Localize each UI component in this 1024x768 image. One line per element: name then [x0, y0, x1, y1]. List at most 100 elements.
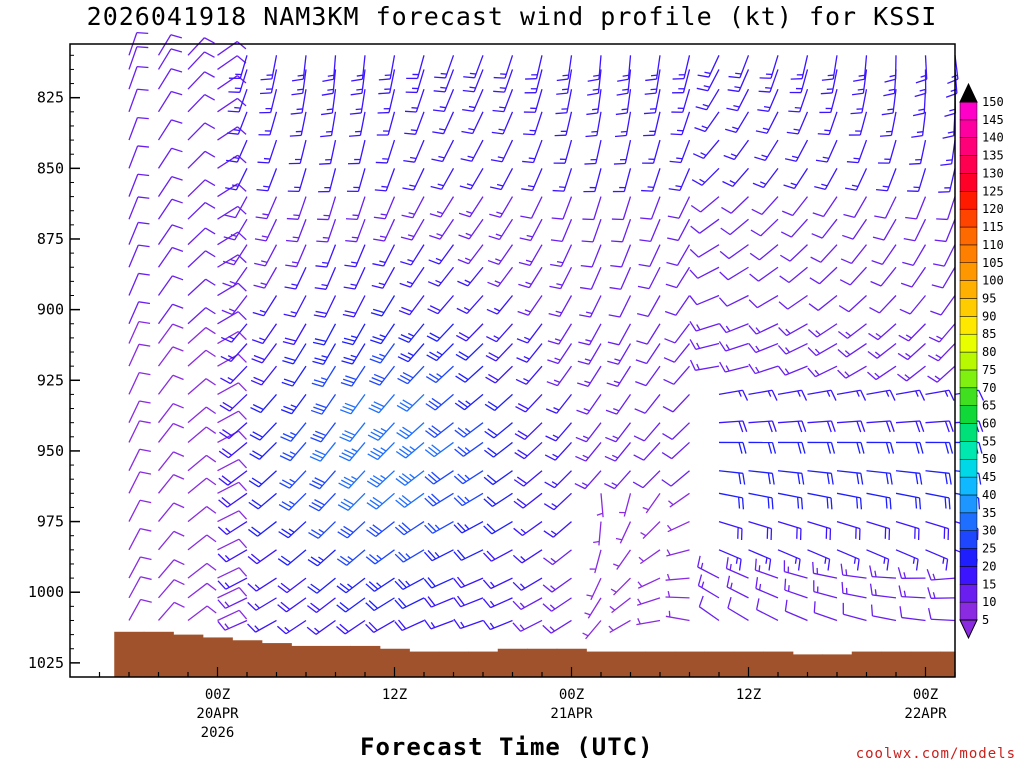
barb-shaft — [697, 266, 720, 279]
wind-barb — [307, 549, 336, 567]
wind-barb — [345, 218, 366, 243]
barb-half-feather — [290, 431, 297, 436]
wind-barb — [397, 365, 425, 385]
barb-feather — [457, 400, 468, 408]
wind-barb — [576, 394, 602, 415]
wind-barb — [319, 139, 337, 165]
barb-shaft — [946, 196, 956, 220]
barb-shaft — [943, 244, 956, 267]
barb-half-feather — [555, 310, 562, 314]
barb-feather — [719, 250, 730, 260]
barb-feather — [254, 238, 267, 242]
wind-barb — [644, 69, 661, 95]
barb-feather — [518, 261, 531, 267]
barb-feather — [321, 92, 334, 96]
barb-feather — [311, 501, 323, 509]
wind-barb — [394, 549, 425, 563]
barb-shaft — [187, 327, 207, 345]
wind-barb — [280, 422, 307, 442]
credit-link[interactable]: coolwx.com/models — [855, 746, 1016, 762]
barb-feather — [482, 620, 491, 630]
wind-barb — [426, 323, 454, 342]
barb-feather — [372, 496, 383, 505]
wind-barb — [593, 521, 602, 546]
barb-feather — [373, 238, 385, 242]
barb-feather — [171, 90, 183, 96]
wind-barb — [157, 147, 183, 169]
barb-feather — [880, 134, 892, 137]
barb-feather — [173, 559, 185, 566]
barb-feather — [550, 263, 562, 268]
y-tick-label: 1000 — [28, 583, 64, 601]
barb-shaft — [621, 244, 632, 268]
wind-barb — [586, 89, 602, 116]
wind-barb — [754, 558, 779, 579]
wind-barb — [157, 224, 184, 246]
wind-barb — [289, 111, 307, 137]
wind-barb — [926, 569, 956, 581]
barb-feather — [206, 534, 217, 543]
barb-feather — [584, 162, 596, 165]
barb-feather — [453, 475, 464, 485]
wind-barb — [614, 111, 632, 138]
barb-feather — [812, 561, 815, 574]
wind-barb — [394, 619, 425, 632]
colorbar-tick-label: 90 — [982, 309, 996, 323]
x-tick-label: 22APR — [904, 706, 947, 722]
barb-feather — [395, 478, 406, 486]
barb-feather — [458, 234, 470, 240]
barb-feather — [771, 497, 774, 510]
barb-feather — [254, 262, 266, 267]
wind-barb — [807, 365, 838, 378]
colorbar-tick-label: 15 — [982, 577, 996, 591]
barb-feather — [170, 34, 183, 39]
barb-feather — [812, 212, 824, 218]
barb-feather — [394, 526, 405, 536]
barb-feather — [944, 442, 950, 454]
wind-barb — [784, 578, 808, 599]
barb-feather — [556, 78, 569, 82]
wind-barb — [128, 400, 151, 423]
wind-barb — [457, 266, 484, 287]
barb-half-feather — [844, 350, 851, 356]
barb-shaft — [217, 586, 240, 599]
wind-barb — [635, 365, 661, 387]
barb-feather — [373, 373, 385, 380]
wind-barb — [307, 577, 336, 594]
wind-barb — [251, 343, 278, 364]
barb-feather — [521, 188, 533, 192]
colorbar-segment — [959, 298, 978, 317]
barb-feather — [402, 399, 413, 407]
barb-feather — [401, 494, 412, 504]
barb-feather — [431, 397, 442, 406]
barb-half-feather — [230, 258, 237, 263]
wind-barb — [284, 266, 307, 290]
barb-feather — [256, 188, 268, 192]
wind-barb — [940, 139, 956, 166]
barb-half-feather — [227, 355, 235, 360]
wind-barb — [346, 168, 366, 193]
barb-shaft — [883, 218, 897, 241]
barb-feather — [427, 577, 436, 587]
barb-feather — [738, 559, 742, 571]
barb-feather — [366, 480, 378, 488]
colorbar-segment — [959, 119, 978, 138]
barb-feather — [137, 145, 150, 148]
barb-shaft — [820, 244, 838, 263]
wind-barb — [696, 69, 720, 92]
barb-feather — [517, 403, 529, 410]
wind-barb — [778, 294, 808, 310]
wind-barb — [689, 359, 720, 371]
barb-feather — [280, 555, 292, 564]
barb-feather — [771, 473, 775, 485]
barb-half-feather — [875, 332, 882, 338]
barb-feather — [580, 265, 593, 268]
wind-barb — [875, 168, 897, 192]
barb-shaft — [881, 244, 897, 265]
wind-barb — [398, 323, 425, 343]
barb-feather — [807, 367, 816, 378]
wind-barb — [836, 520, 861, 541]
barb-shaft — [128, 448, 141, 471]
barb-feather — [897, 373, 907, 382]
wind-barb — [285, 244, 307, 268]
